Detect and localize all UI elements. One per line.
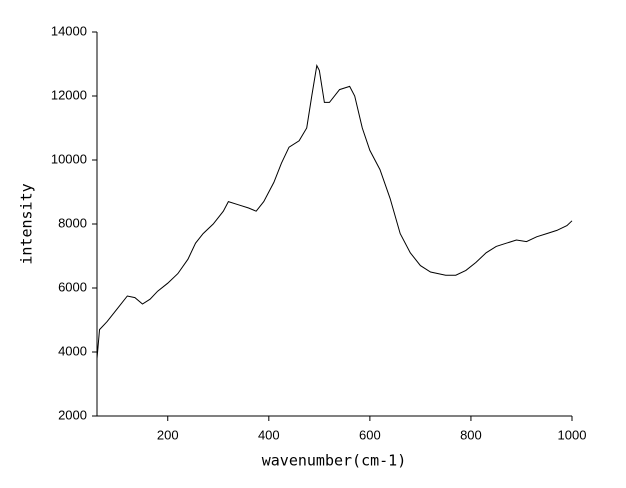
y-tick-label: 8000 — [58, 215, 87, 230]
data-line — [96, 64, 573, 359]
y-tick-label: 4000 — [58, 343, 87, 358]
y-tick-label: 6000 — [58, 279, 87, 294]
y-axis-label: intensity — [18, 183, 36, 264]
x-tick-label: 800 — [460, 427, 482, 442]
x-tick-label: 1000 — [558, 427, 587, 442]
y-tick-label: 10000 — [51, 151, 87, 166]
x-tick-label: 200 — [157, 427, 179, 442]
x-tick-label: 600 — [359, 427, 381, 442]
x-axis-label: wavenumber(cm-1) — [262, 452, 407, 470]
y-tick-label: 2000 — [58, 407, 87, 422]
x-tick-label: 400 — [258, 427, 280, 442]
y-tick-label: 14000 — [51, 23, 87, 38]
y-tick-label: 12000 — [51, 87, 87, 102]
